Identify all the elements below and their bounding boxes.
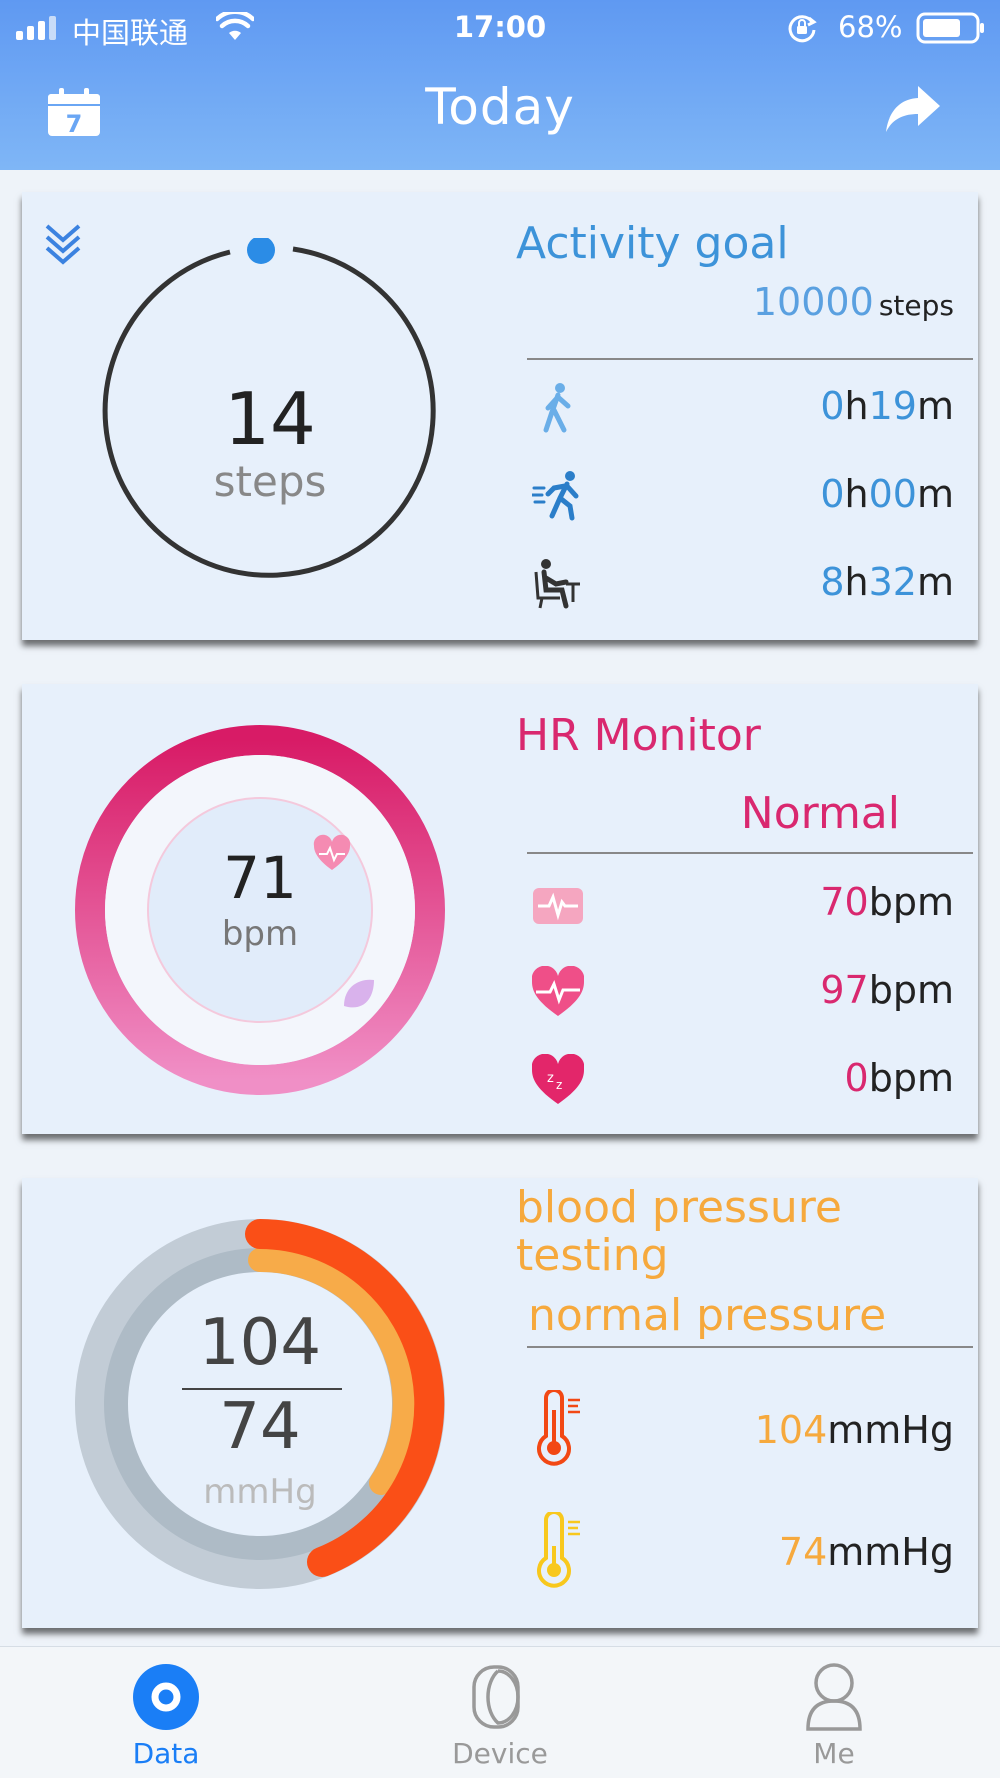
- bp-status: normal pressure: [528, 1290, 887, 1341]
- tab-label: Device: [452, 1737, 548, 1770]
- leaf-icon: [344, 979, 374, 1008]
- double-chevron-down-icon[interactable]: [44, 222, 82, 266]
- battery-icon: [916, 12, 984, 44]
- resting-bpm: 70bpm: [820, 880, 954, 924]
- running-duration: 0h00m: [820, 472, 954, 516]
- steps-ring: [102, 238, 436, 578]
- svg-text:z: z: [556, 1078, 562, 1092]
- page-title: Today: [425, 78, 575, 136]
- steps-count: 14: [224, 377, 316, 461]
- wifi-icon: [216, 12, 254, 40]
- orientation-lock-icon: [788, 15, 817, 43]
- systolic-value: 104: [198, 1306, 322, 1380]
- heart-icon: [313, 834, 351, 870]
- calendar-icon: 7: [48, 88, 100, 138]
- tab-bar: Data Device Me: [0, 1646, 1000, 1778]
- bpm-unit: bpm: [221, 914, 299, 954]
- carrier-name: 中国联通: [72, 16, 189, 50]
- max-heart-rate-icon: [532, 966, 584, 1016]
- current-bpm: 71: [223, 844, 297, 912]
- divider: [527, 1346, 973, 1348]
- clock: 17:00: [453, 10, 547, 44]
- tab-device[interactable]: Device: [430, 1647, 570, 1778]
- blood-pressure-ring: [75, 1219, 445, 1589]
- bp-title: blood pressure testing: [516, 1182, 842, 1281]
- heart-rate-card[interactable]: 71 bpm HR Monitor Normal 70bpm 97bpm z z…: [22, 684, 978, 1134]
- share-icon: [886, 86, 940, 132]
- svg-text:z: z: [547, 1071, 554, 1086]
- hr-title: HR Monitor: [516, 710, 761, 761]
- tab-me[interactable]: Me: [764, 1647, 904, 1778]
- diastolic-value: 74: [219, 1390, 301, 1464]
- calendar-button[interactable]: 7: [46, 88, 102, 138]
- activity-title: Activity goal: [516, 218, 789, 269]
- share-button[interactable]: [884, 84, 942, 136]
- max-bpm: 97bpm: [820, 968, 954, 1012]
- signal-icon: [16, 16, 56, 40]
- device-icon: [472, 1665, 520, 1729]
- app-header: 中国联通 17:00 68% 7 Today: [0, 0, 1000, 170]
- status-bar: 中国联通 17:00 68%: [0, 0, 1000, 60]
- data-icon: [133, 1664, 199, 1730]
- pressure-unit: mmHg: [203, 1472, 317, 1512]
- steps-unit: steps: [213, 457, 327, 506]
- resting-heart-rate-icon: [533, 888, 583, 924]
- battery-percentage: 68%: [838, 10, 903, 44]
- fraction-line: [182, 1388, 342, 1390]
- calendar-day: 7: [66, 110, 83, 138]
- goal-unit: steps: [878, 289, 954, 322]
- divider: [527, 358, 973, 360]
- walking-duration: 0h19m: [820, 384, 954, 428]
- systolic-reading: 104mmHg: [754, 1408, 954, 1452]
- tab-label: Me: [813, 1737, 855, 1770]
- sleep-heart-rate-icon: z z: [532, 1054, 584, 1104]
- hr-status: Normal: [740, 788, 900, 839]
- person-icon: [806, 1663, 862, 1731]
- thermometer-high-icon: [537, 1390, 580, 1466]
- diastolic-reading: 74mmHg: [778, 1530, 954, 1574]
- blood-pressure-card[interactable]: 104 74 mmHg blood pressure testing norma…: [22, 1178, 978, 1628]
- sitting-duration: 8h32m: [820, 560, 954, 604]
- divider: [527, 852, 973, 854]
- running-icon: [532, 471, 579, 521]
- steps-progress-dot: [247, 238, 275, 264]
- activity-card[interactable]: 14 steps Activity goal 10000 steps 0h19m…: [22, 192, 978, 640]
- heart-rate-ring: [75, 725, 445, 1095]
- thermometer-low-icon: [537, 1512, 580, 1588]
- tab-data[interactable]: Data: [96, 1647, 236, 1778]
- sitting-icon: [534, 559, 580, 609]
- sleep-bpm: 0bpm: [844, 1056, 954, 1100]
- activity-goal[interactable]: 10000 steps: [753, 280, 954, 324]
- tab-label: Data: [132, 1737, 200, 1770]
- walking-icon: [543, 383, 571, 433]
- goal-value: 10000: [752, 280, 874, 324]
